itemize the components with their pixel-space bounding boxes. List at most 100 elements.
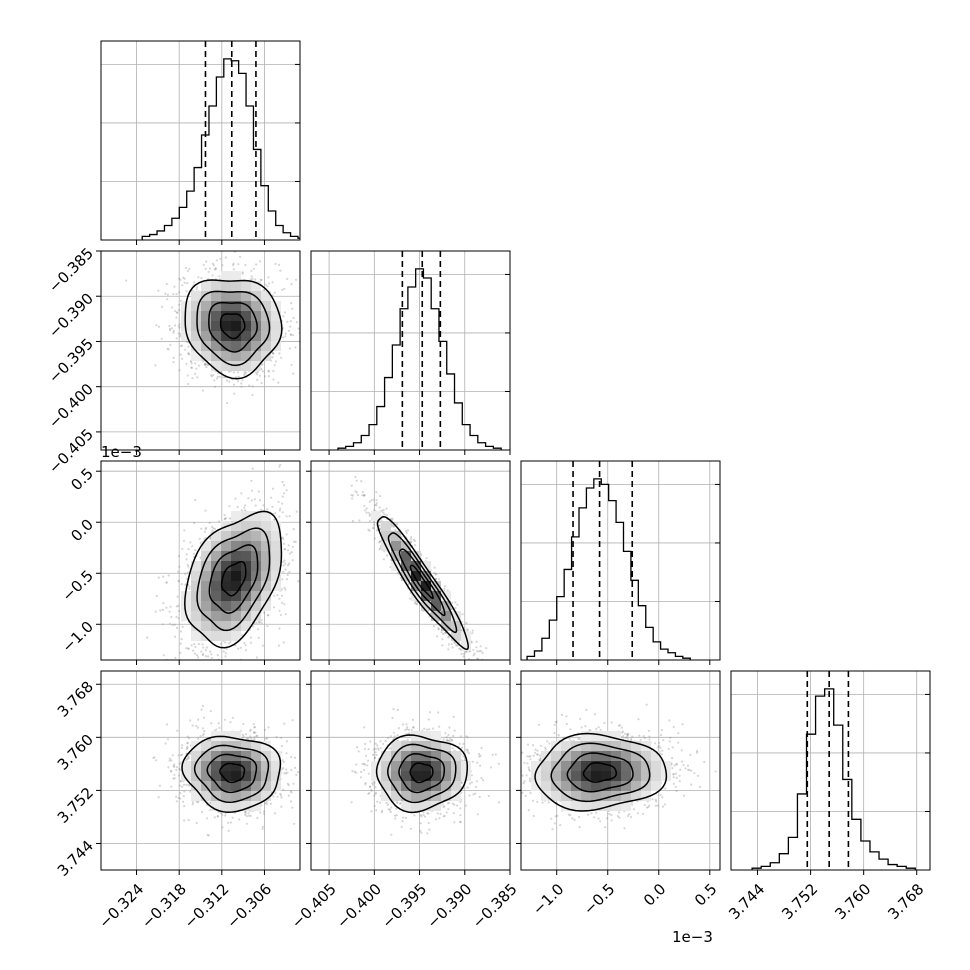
scatter-point [155,594,158,598]
scatter-point [280,588,283,591]
density-cell [211,611,221,621]
density-cell [271,321,281,331]
density-cell [401,551,411,561]
scatter-point [293,756,297,759]
histogram-step [141,58,300,240]
scatter-point [294,766,297,770]
scatter-point [186,571,189,574]
scatter-point [172,293,175,296]
density-cell [191,341,201,351]
scatter-point [168,327,172,330]
scatter-point [544,748,547,751]
scatter-point [320,751,322,753]
scatter-point [368,792,371,795]
scatter-point [696,774,700,778]
density-cell [531,771,541,781]
density-cell [451,771,461,781]
scatter-point [211,262,215,265]
x-tick-label: −0.318 [138,880,190,932]
scatter-point [173,285,176,288]
scatter-point [178,609,181,613]
scatter-point [365,507,368,510]
scatter-point [219,812,222,815]
scatter-point [521,751,524,754]
scatter-point [396,801,399,804]
density-cell [551,791,561,801]
scatter-point [671,746,674,749]
scatter-point [215,728,218,731]
scatter-point [443,805,446,808]
scatter-point [455,644,458,647]
scatter-point [648,738,651,741]
scatter-point [372,498,375,501]
scatter-point [378,801,382,804]
scatter-point [376,529,379,532]
scatter-point [659,793,662,797]
scatter-point [465,621,468,625]
density-cell [231,571,241,581]
scatter-point [447,733,450,737]
scatter-point [475,780,478,783]
scatter-point [179,353,182,356]
scatter-point [465,748,468,751]
density-cell [421,601,431,611]
scatter-point [433,572,436,575]
scatter-point [290,769,293,772]
scatter-point [226,401,229,405]
density-cell [231,341,241,351]
scatter-point [303,523,305,525]
x-tick-label: −1.0 [529,880,567,918]
scatter-point [431,727,435,730]
scatter-point [194,498,197,502]
scatter-point [526,743,530,746]
scatter-point [659,746,662,749]
scatter-point [374,747,377,751]
scatter-point [475,646,478,649]
scatter-point [394,528,397,532]
contour-line [398,548,446,617]
scatter-point [437,627,440,630]
scatter-point [280,768,283,771]
scatter-point [178,303,181,306]
scatter-point [146,636,149,639]
scatter-point [671,757,674,760]
scatter-point [173,765,176,769]
scatter-point [355,746,359,749]
scatter-point [452,715,455,719]
scatter-point [252,723,255,726]
scatter-point [184,348,187,351]
scatter-point [368,520,371,523]
scatter-point [355,479,358,482]
scatter-point [400,825,403,829]
scatter-point [656,804,659,807]
scatter-point [302,332,304,334]
scatter-point [218,726,221,730]
density-cell [601,781,611,791]
density-cell [391,781,401,791]
scatter-point [351,770,354,773]
scatter-point [618,816,621,819]
scatter-point [258,620,261,624]
scatter-point [287,564,290,567]
density-cell [431,611,441,621]
scatter-point [179,642,182,645]
density-cell [421,561,431,571]
scatter-point [447,643,450,646]
scatter-point [454,606,457,610]
scatter-point [456,804,459,807]
scatter-point [489,766,492,769]
scatter-point [249,729,252,732]
scatter-point [185,362,188,365]
scatter-point [451,601,454,604]
scatter-point [179,278,182,281]
scatter-point [184,266,188,270]
scatter-point [446,802,449,805]
scatter-point [382,558,385,561]
scatter-point [244,813,247,817]
scatter-point [260,382,263,385]
scatter-point [283,311,286,314]
y-tick-label: −0.400 [45,380,97,432]
scatter-point [565,715,568,718]
scatter-point [459,814,462,817]
density-cell [581,731,591,741]
